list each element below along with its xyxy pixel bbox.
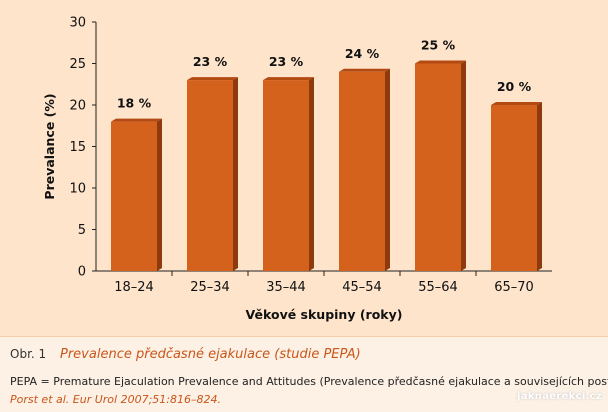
y-tick-label: 5 [78, 223, 86, 238]
bar [415, 63, 461, 271]
bar-top [415, 60, 466, 64]
bar [187, 80, 233, 271]
figure-title: Prevalence předčasné ejakulace (studie P… [60, 347, 361, 362]
y-tick-label: 25 [69, 57, 86, 72]
bar-top [263, 77, 314, 81]
y-tick-label: 10 [69, 182, 86, 197]
x-tick-label: 35–44 [266, 280, 306, 295]
bar [263, 80, 309, 271]
figure-number: Obr. 1 [10, 347, 47, 361]
y-tick-label: 30 [69, 16, 86, 31]
x-tick-label: 45–54 [342, 280, 382, 295]
x-axis-title: Věkové skupiny (roky) [246, 307, 403, 322]
bar [339, 71, 385, 271]
bar-top [339, 68, 390, 72]
bar-top [111, 118, 162, 122]
bar-value-label: 24 % [345, 46, 380, 61]
figure-caption: Obr. 1 Prevalence předčasné ejakulace (s… [0, 336, 608, 412]
caption-heading: Obr. 1 Prevalence předčasné ejakulace (s… [10, 347, 361, 362]
bar-top [491, 102, 542, 105]
bar-side [309, 77, 314, 271]
bar-value-label: 25 % [421, 38, 456, 53]
bar [491, 105, 537, 271]
bar [111, 121, 157, 271]
bar-value-label: 18 % [117, 96, 152, 111]
bar-side [461, 60, 466, 271]
caption-description: PEPA = Premature Ejaculation Prevalence … [10, 375, 608, 388]
watermark: jaknaerekci.cz [517, 391, 602, 402]
bar-value-label: 23 % [269, 54, 304, 69]
bar-chart: 0 5 10 15 20 25 30 Prevalance (%) 18 % 18–24 23 % 2… [42, 16, 552, 322]
y-tick-label: 0 [78, 265, 86, 280]
bar-side [537, 102, 542, 271]
x-tick-label: 55–64 [418, 280, 458, 295]
y-tick-label: 20 [69, 99, 86, 114]
x-tick-label: 25–34 [190, 280, 230, 295]
bar-side [157, 118, 162, 271]
bar-value-label: 20 % [497, 79, 532, 94]
chart-panel: 0 5 10 15 20 25 30 Prevalance (%) 18 % 18–24 23 % 2… [0, 0, 608, 336]
bar-value-label: 23 % [193, 54, 228, 69]
y-tick-label: 15 [69, 140, 86, 155]
bar-side [233, 77, 238, 271]
x-tick-label: 18–24 [114, 280, 154, 295]
caption-reference: Porst et al. Eur Urol 2007;51:816–824. [10, 393, 221, 406]
y-axis-title: Prevalance (%) [42, 93, 57, 199]
bar-side [385, 68, 390, 271]
x-tick-label: 65–70 [494, 280, 534, 295]
bar-top [187, 77, 238, 81]
